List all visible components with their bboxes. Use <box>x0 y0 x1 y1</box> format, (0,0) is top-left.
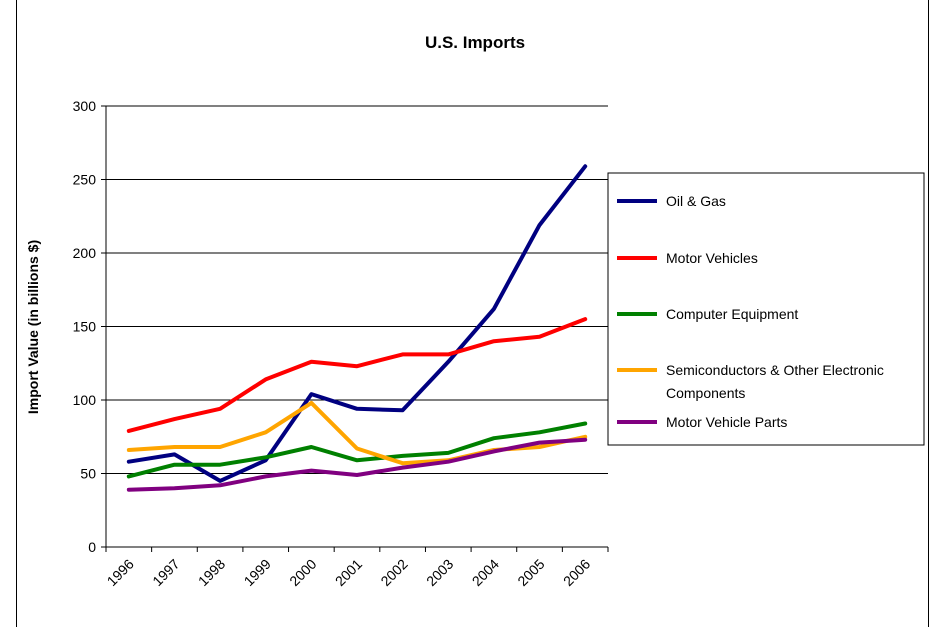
x-tick-label: 1998 <box>195 556 228 589</box>
series-line-4 <box>126 437 588 492</box>
legend-entry: Motor Vehicles <box>666 250 758 266</box>
x-tick-label: 1997 <box>149 556 182 589</box>
y-tick-label: 100 <box>73 392 97 408</box>
x-tick-label: 2002 <box>377 556 410 589</box>
y-tick-label: 300 <box>73 98 97 114</box>
legend-entry: Semiconductors & Other Electronic Compone… <box>666 362 884 401</box>
y-tick-label: 150 <box>73 319 97 335</box>
x-tick-labels: 1996 1997 1998 1999 2000 2001 2002 2003 2004 2005… <box>104 556 594 589</box>
y-tick-label: 250 <box>73 172 97 188</box>
x-tick-label: 2001 <box>332 556 365 589</box>
series-line-0 <box>126 164 588 483</box>
y-tick-label: 50 <box>80 466 96 482</box>
x-tick-label: 1999 <box>241 556 274 589</box>
chart-title: U.S. Imports <box>425 33 525 52</box>
axes <box>105 106 609 552</box>
grid-lines <box>101 105 608 548</box>
legend: Oil & Gas Motor Vehicles Computer Equipmen… <box>607 172 925 446</box>
x-tick-label: 2003 <box>423 556 456 589</box>
series-line-1 <box>126 317 588 433</box>
legend-box <box>607 172 925 446</box>
legend-entry: Oil & Gas <box>666 193 726 209</box>
x-tick-label: 2006 <box>560 556 593 589</box>
x-tick-label: 1996 <box>104 556 137 589</box>
legend-entry: Motor Vehicle Parts <box>666 414 787 430</box>
y-tick-labels: 0 50 100 150 200 250 300 <box>73 98 97 555</box>
legend-entry: Computer Equipment <box>666 306 798 322</box>
series-line-2 <box>126 421 588 479</box>
y-tick-label: 200 <box>73 245 97 261</box>
x-tick-label: 2005 <box>514 556 547 589</box>
y-axis-label: Import Value (in billions $) <box>25 240 41 414</box>
x-tick-label: 2004 <box>469 556 502 589</box>
y-tick-label: 0 <box>88 539 96 555</box>
x-tick-label: 2000 <box>286 556 319 589</box>
series-lines <box>126 164 588 492</box>
chart-frame <box>16 0 929 627</box>
